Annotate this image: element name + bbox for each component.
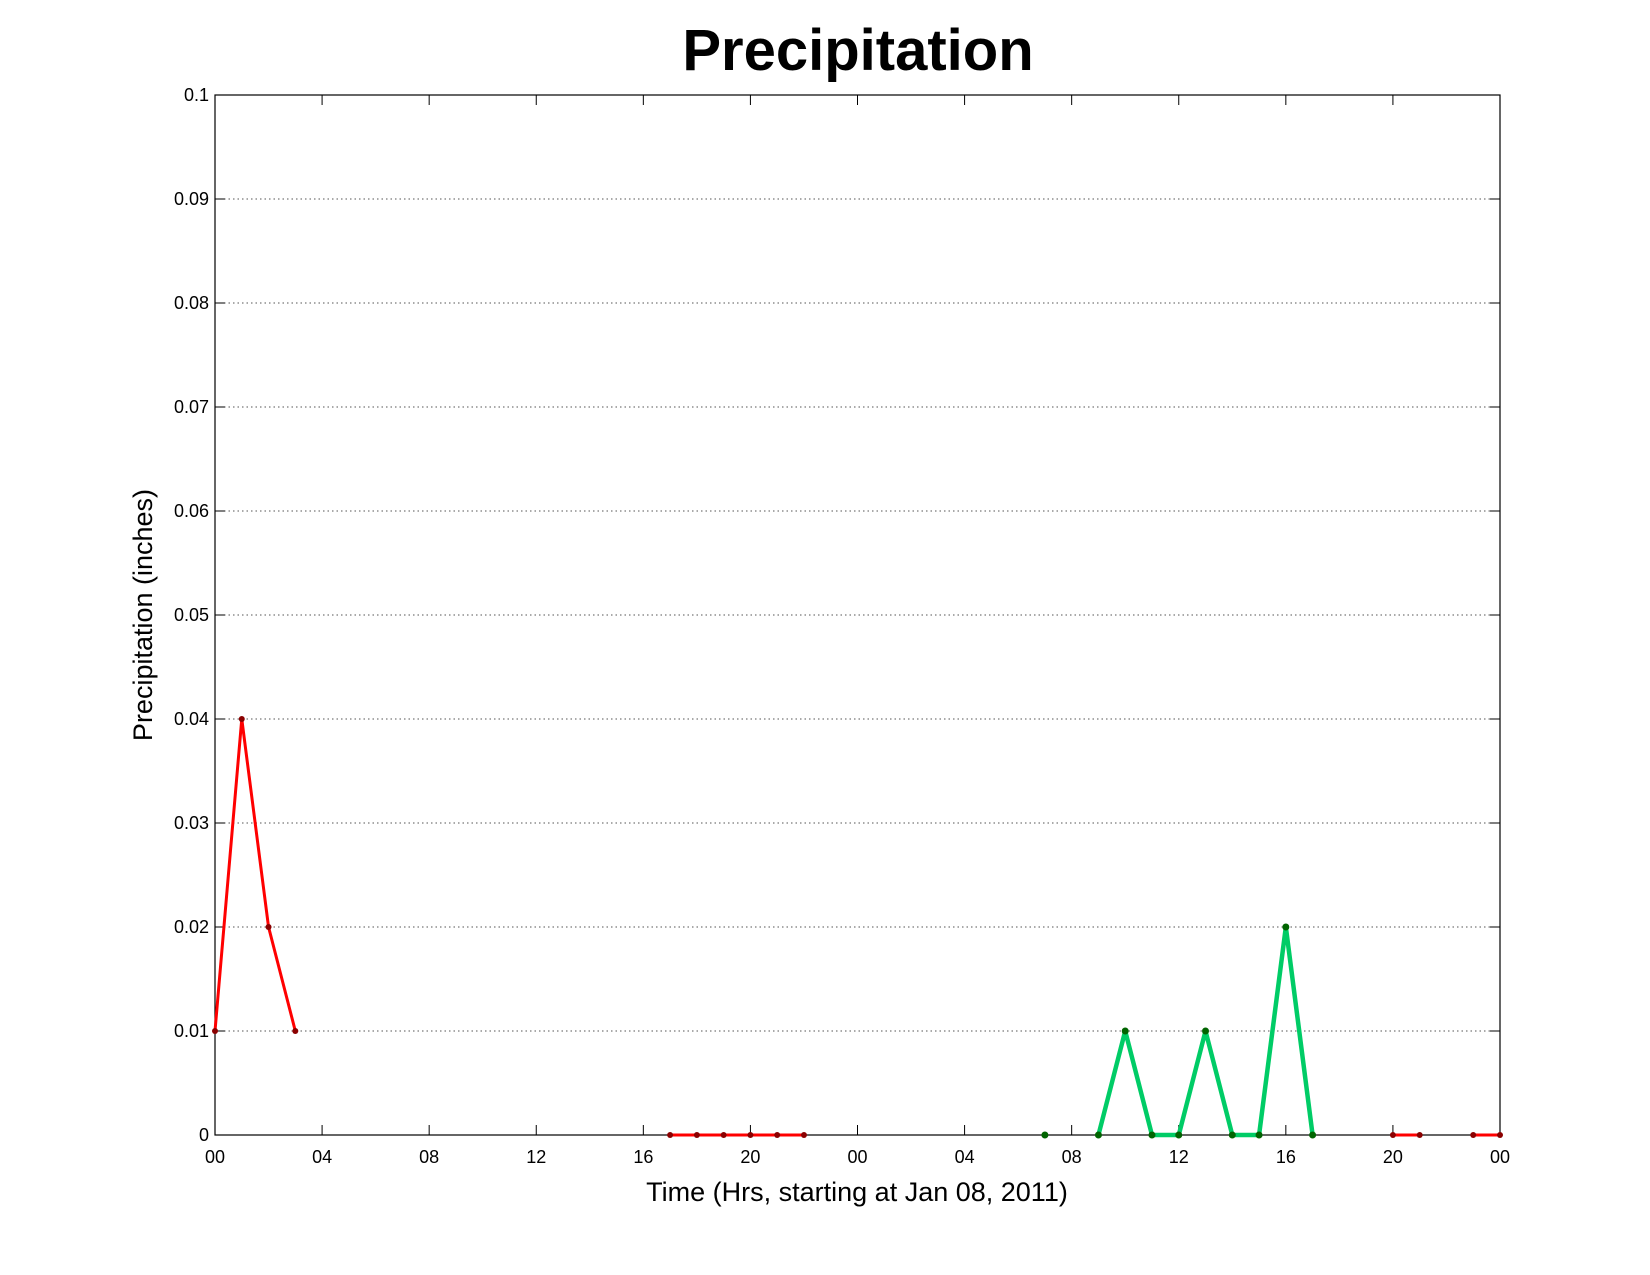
data-point: [1389, 1132, 1396, 1138]
y-tick-label: 0.03: [174, 813, 209, 833]
data-point: [720, 1132, 727, 1138]
data-point: [1202, 1027, 1210, 1035]
data-point: [265, 924, 272, 930]
data-point: [800, 1132, 807, 1138]
data-point: [1228, 1131, 1236, 1139]
data-point: [1121, 1027, 1129, 1035]
data-series: [212, 716, 1503, 1139]
red-series: [1470, 1132, 1503, 1138]
data-point: [1497, 1132, 1503, 1138]
red-series: [1389, 1132, 1423, 1138]
green-series: [1094, 923, 1317, 1139]
data-point: [693, 1132, 700, 1138]
y-axis-label: Precipitation (inches): [128, 489, 158, 741]
chart-title: Precipitation: [682, 18, 1033, 83]
data-point: [1282, 923, 1290, 931]
data-point: [667, 1132, 674, 1138]
y-tick-label: 0.08: [174, 293, 209, 313]
data-point: [238, 716, 245, 722]
grid-lines: [215, 198, 1500, 1032]
data-point: [1470, 1132, 1477, 1138]
x-tick-label: 08: [419, 1147, 439, 1167]
x-tick-label: 04: [312, 1147, 332, 1167]
x-tick-label: 12: [1169, 1147, 1189, 1167]
data-point: [1175, 1131, 1183, 1139]
data-point: [1255, 1131, 1263, 1139]
x-tick-label: 00: [847, 1147, 867, 1167]
data-point: [212, 1028, 218, 1034]
x-tick-label: 04: [955, 1147, 975, 1167]
x-tick-label: 00: [205, 1147, 225, 1167]
y-tick-label: 0.01: [174, 1021, 209, 1041]
green-series: [1041, 1131, 1049, 1139]
y-tick-label: 0.1: [184, 85, 209, 105]
x-tick-label: 16: [633, 1147, 653, 1167]
data-point: [1416, 1132, 1423, 1138]
data-point: [1309, 1131, 1317, 1139]
series-line: [213, 718, 297, 1032]
data-point: [1148, 1131, 1156, 1139]
y-tick-label: 0.07: [174, 397, 209, 417]
x-tick-label: 20: [740, 1147, 760, 1167]
x-tick-label: 12: [526, 1147, 546, 1167]
data-point: [1041, 1131, 1049, 1139]
x-axis-label: Time (Hrs, starting at Jan 08, 2011): [646, 1177, 1068, 1207]
y-tick-label: 0.02: [174, 917, 209, 937]
y-tick-label: 0.09: [174, 189, 209, 209]
y-tick-label: 0: [199, 1125, 209, 1145]
x-tick-label: 20: [1383, 1147, 1403, 1167]
y-tick-label: 0.06: [174, 501, 209, 521]
data-point: [747, 1132, 754, 1138]
data-point: [774, 1132, 781, 1138]
y-tick-label: 0.04: [174, 709, 209, 729]
red-series: [667, 1132, 807, 1138]
x-tick-label: 16: [1276, 1147, 1296, 1167]
x-tick-label: 08: [1062, 1147, 1082, 1167]
red-series: [212, 716, 299, 1034]
data-point: [292, 1028, 299, 1034]
axis-ticks: 0 0.01 0.02 0.03 0.04 0.05 0.06 0.07 0.08 0.09 0.1…: [174, 85, 1510, 1167]
x-tick-label: 00: [1490, 1147, 1510, 1167]
y-tick-label: 0.05: [174, 605, 209, 625]
data-point: [1094, 1131, 1102, 1139]
plot-area-frame: [214, 94, 1501, 1136]
